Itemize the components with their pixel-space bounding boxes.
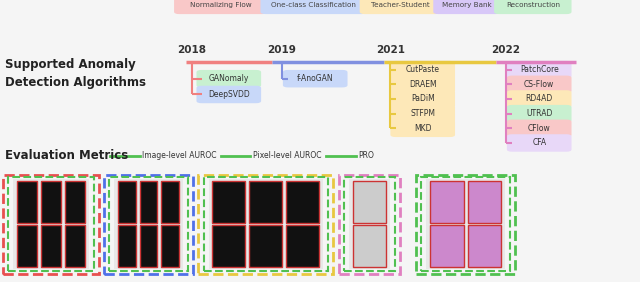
FancyBboxPatch shape	[161, 225, 179, 267]
FancyBboxPatch shape	[494, 0, 572, 14]
FancyBboxPatch shape	[118, 225, 136, 267]
FancyBboxPatch shape	[65, 181, 85, 223]
FancyBboxPatch shape	[507, 90, 572, 108]
Text: Evaluation Metrics: Evaluation Metrics	[5, 149, 129, 162]
FancyBboxPatch shape	[468, 181, 501, 223]
FancyBboxPatch shape	[507, 134, 572, 152]
Text: One-class Classification: One-class Classification	[271, 2, 356, 8]
FancyBboxPatch shape	[353, 181, 386, 223]
Text: UTRAD: UTRAD	[526, 109, 552, 118]
FancyBboxPatch shape	[507, 61, 572, 78]
Text: f-AnoGAN: f-AnoGAN	[297, 74, 333, 83]
Text: Reconstruction: Reconstruction	[506, 2, 560, 8]
FancyBboxPatch shape	[118, 181, 136, 223]
FancyBboxPatch shape	[430, 181, 463, 223]
FancyBboxPatch shape	[212, 225, 245, 267]
FancyBboxPatch shape	[17, 181, 37, 223]
FancyBboxPatch shape	[507, 120, 572, 137]
Text: Normalizing Flow: Normalizing Flow	[190, 2, 252, 8]
FancyBboxPatch shape	[430, 225, 463, 267]
Text: Teacher-Student: Teacher-Student	[371, 2, 429, 8]
FancyBboxPatch shape	[433, 0, 501, 14]
Text: PaDiM: PaDiM	[411, 94, 435, 103]
Text: MKD: MKD	[414, 124, 431, 133]
Text: 2018: 2018	[177, 45, 207, 55]
FancyBboxPatch shape	[426, 179, 505, 269]
FancyBboxPatch shape	[140, 181, 157, 223]
FancyBboxPatch shape	[41, 225, 61, 267]
FancyBboxPatch shape	[196, 70, 261, 87]
FancyBboxPatch shape	[17, 225, 37, 267]
FancyBboxPatch shape	[390, 105, 455, 122]
Text: CFlow: CFlow	[528, 124, 550, 133]
FancyBboxPatch shape	[209, 179, 323, 269]
Text: CS-Flow: CS-Flow	[524, 80, 554, 89]
FancyBboxPatch shape	[390, 90, 455, 108]
FancyBboxPatch shape	[174, 0, 268, 14]
FancyBboxPatch shape	[349, 179, 390, 269]
Text: CFA: CFA	[532, 138, 547, 147]
Text: DRAEM: DRAEM	[409, 80, 436, 89]
FancyBboxPatch shape	[507, 76, 572, 93]
FancyBboxPatch shape	[360, 0, 440, 14]
FancyBboxPatch shape	[390, 61, 455, 78]
FancyBboxPatch shape	[161, 181, 179, 223]
Text: 2022: 2022	[491, 45, 520, 55]
FancyBboxPatch shape	[286, 181, 319, 223]
Text: PRO: PRO	[358, 151, 374, 160]
FancyBboxPatch shape	[390, 76, 455, 93]
FancyBboxPatch shape	[468, 225, 501, 267]
Text: 2021: 2021	[376, 45, 405, 55]
FancyBboxPatch shape	[212, 181, 245, 223]
Text: 2019: 2019	[267, 45, 296, 55]
FancyBboxPatch shape	[353, 225, 386, 267]
Text: CutPaste: CutPaste	[406, 65, 440, 74]
Text: Image-level AUROC: Image-level AUROC	[142, 151, 216, 160]
Text: Supported Anomaly
Detection Algorithms: Supported Anomaly Detection Algorithms	[5, 58, 146, 89]
FancyBboxPatch shape	[249, 225, 282, 267]
FancyBboxPatch shape	[283, 70, 348, 87]
FancyBboxPatch shape	[65, 225, 85, 267]
FancyBboxPatch shape	[140, 225, 157, 267]
Text: PatchCore: PatchCore	[520, 65, 559, 74]
FancyBboxPatch shape	[13, 179, 89, 269]
Text: DeepSVDD: DeepSVDD	[208, 90, 250, 99]
Text: Memory Bank: Memory Bank	[442, 2, 492, 8]
Text: RD4AD: RD4AD	[525, 94, 553, 103]
FancyBboxPatch shape	[196, 86, 261, 103]
Text: GANomaly: GANomaly	[209, 74, 249, 83]
FancyBboxPatch shape	[249, 181, 282, 223]
FancyBboxPatch shape	[507, 105, 572, 122]
FancyBboxPatch shape	[390, 120, 455, 137]
Text: STFPM: STFPM	[410, 109, 435, 118]
Text: Pixel-level AUROC: Pixel-level AUROC	[253, 151, 321, 160]
FancyBboxPatch shape	[41, 181, 61, 223]
FancyBboxPatch shape	[260, 0, 367, 14]
FancyBboxPatch shape	[114, 179, 183, 269]
FancyBboxPatch shape	[286, 225, 319, 267]
